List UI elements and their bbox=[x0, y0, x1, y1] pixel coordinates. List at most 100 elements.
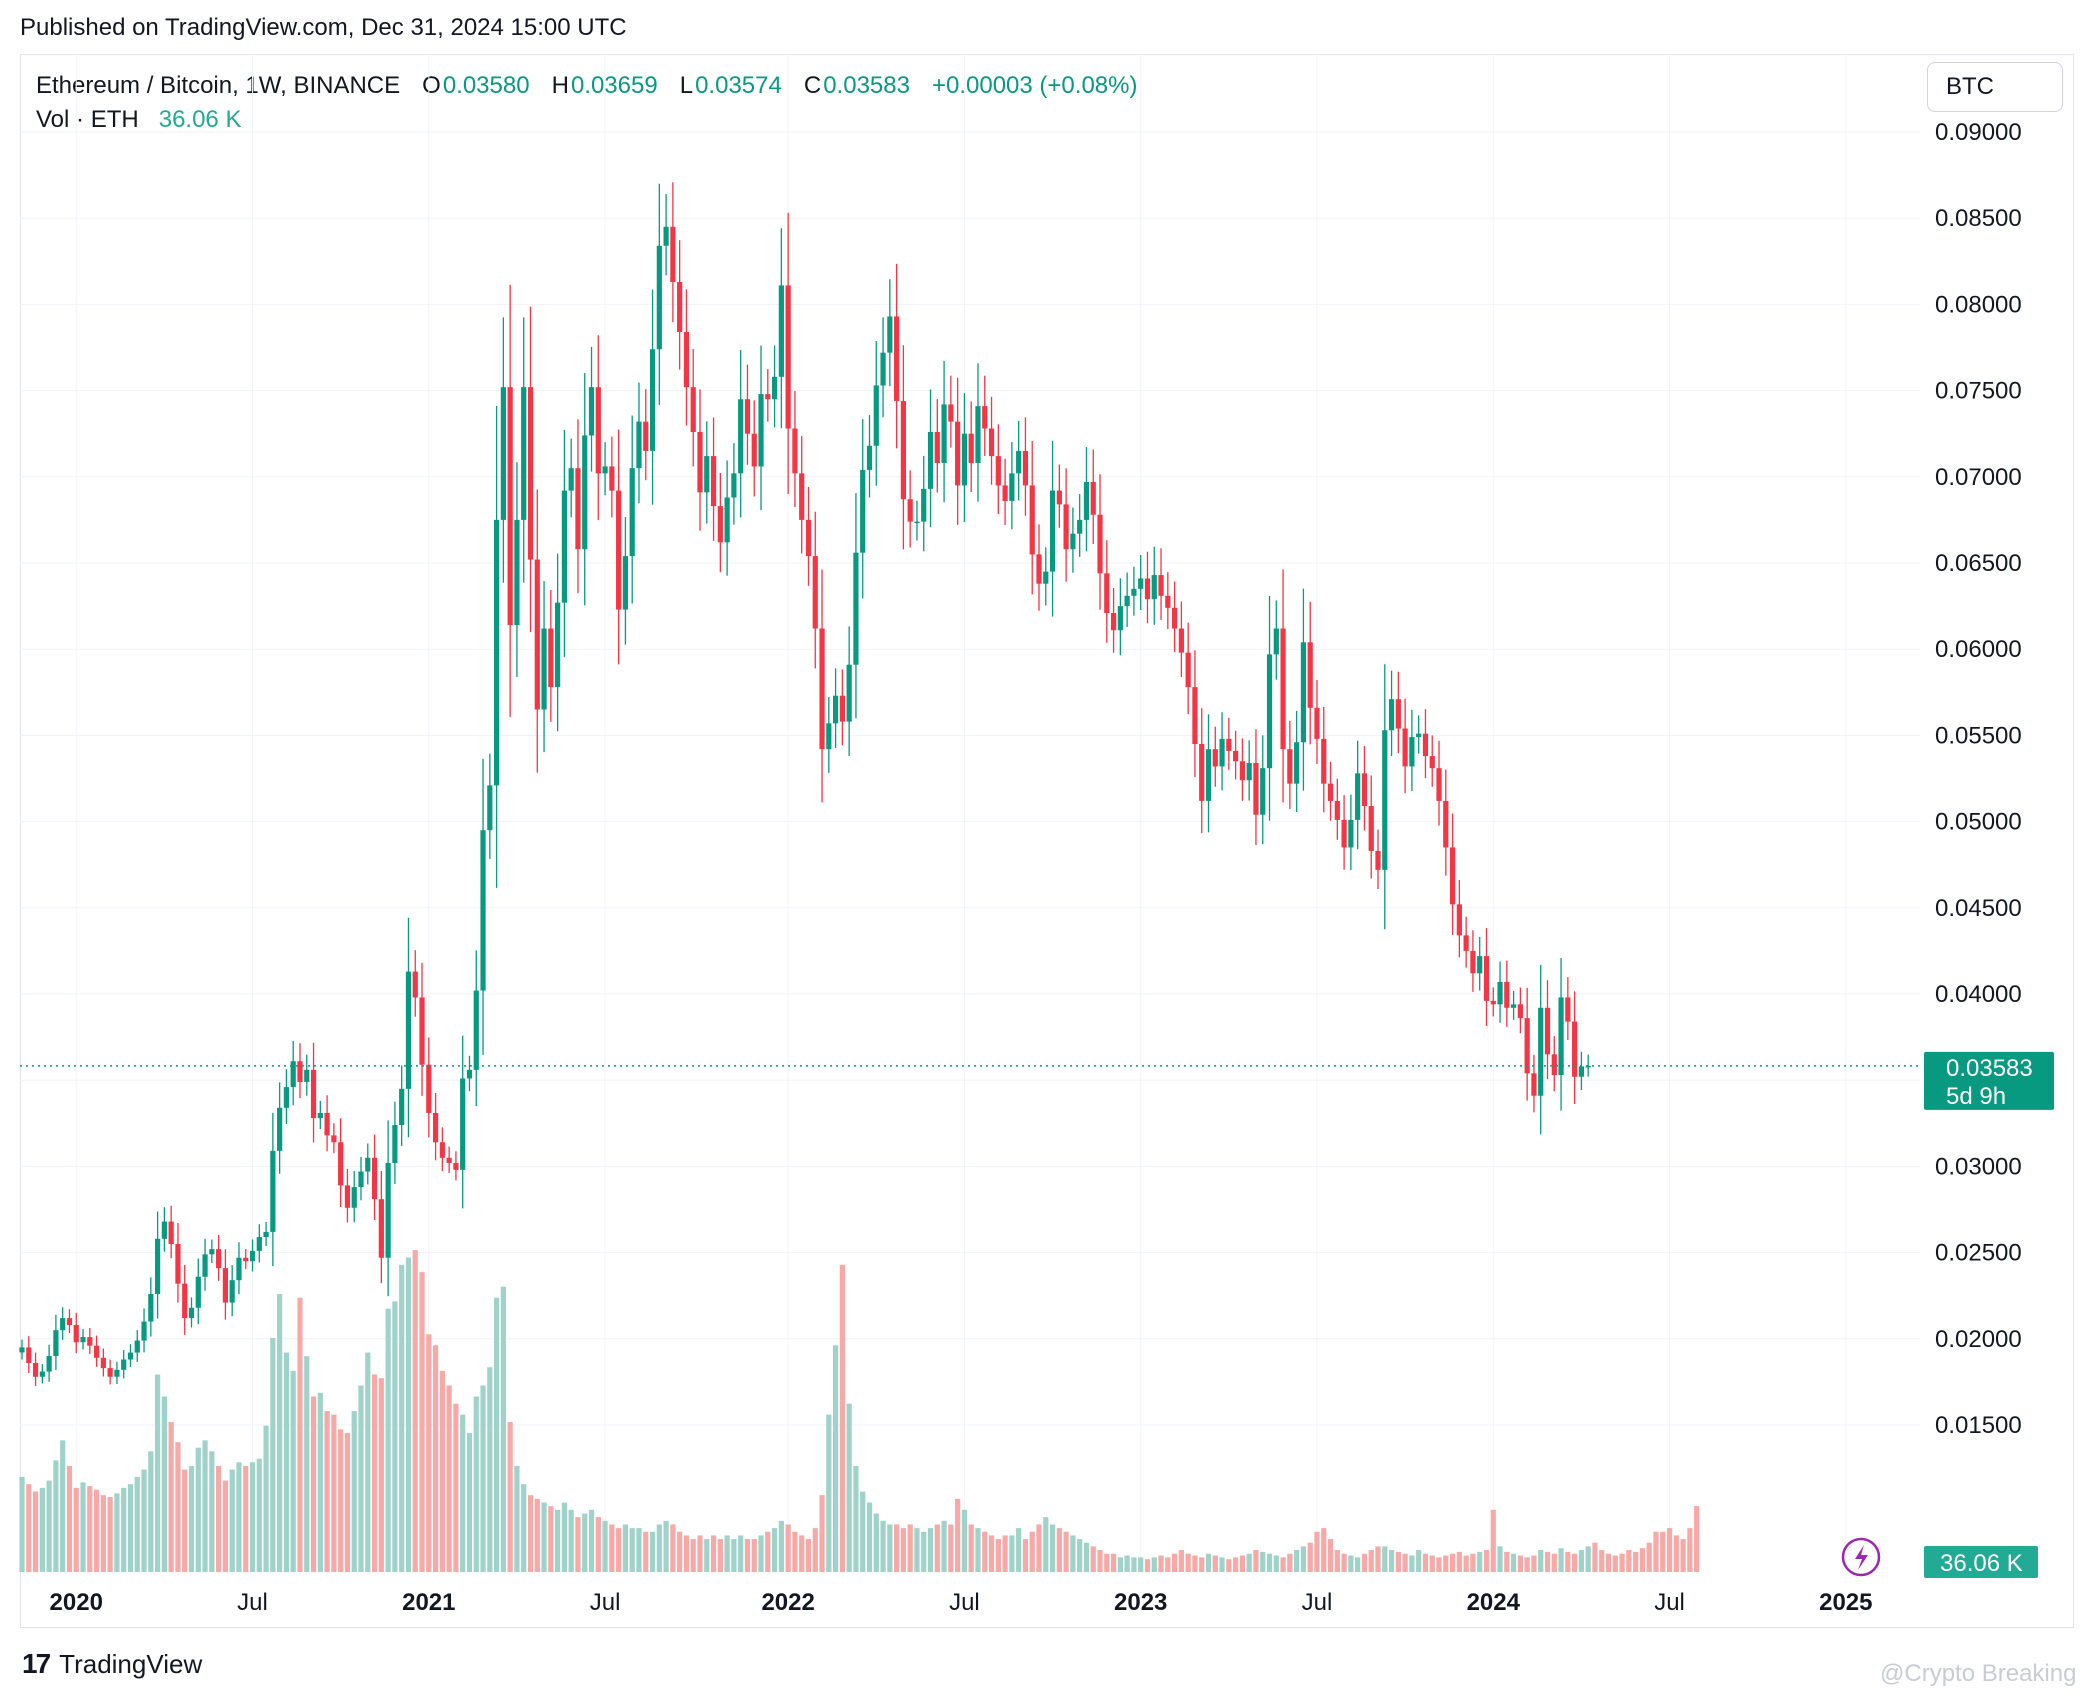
volume-bar bbox=[1483, 1550, 1490, 1572]
candle bbox=[1056, 464, 1062, 528]
candle bbox=[93, 1335, 100, 1367]
volume-bar bbox=[1097, 1550, 1103, 1572]
volume-bar bbox=[1300, 1546, 1307, 1572]
volume-bar bbox=[317, 1392, 323, 1572]
volume-bar bbox=[1151, 1557, 1157, 1572]
volume-bar bbox=[1470, 1553, 1476, 1572]
volume-bar bbox=[860, 1491, 866, 1572]
volume-bar bbox=[371, 1374, 378, 1572]
candle bbox=[1517, 987, 1523, 1034]
candle bbox=[907, 470, 913, 548]
candle bbox=[1158, 548, 1164, 620]
volume-bar bbox=[439, 1370, 445, 1572]
volume-bar bbox=[975, 1528, 981, 1572]
volume-bar bbox=[1524, 1557, 1530, 1572]
volume-bar bbox=[833, 1345, 839, 1572]
candle bbox=[934, 399, 940, 493]
candle bbox=[710, 417, 717, 541]
volume-bar bbox=[1382, 1546, 1388, 1572]
symbol-title[interactable]: Ethereum / Bitcoin, 1W, BINANCE bbox=[36, 72, 401, 99]
volume-bar bbox=[1138, 1557, 1144, 1572]
candle bbox=[392, 1101, 398, 1184]
volume-bar bbox=[792, 1531, 798, 1572]
x-tick-label: Jul bbox=[590, 1589, 621, 1616]
volume-bar bbox=[1009, 1535, 1015, 1572]
candle bbox=[426, 1037, 432, 1138]
volume-bar bbox=[968, 1524, 974, 1572]
candle bbox=[1022, 417, 1029, 516]
volume-bar bbox=[1165, 1557, 1171, 1572]
candle bbox=[107, 1359, 113, 1385]
volume-bar bbox=[880, 1520, 886, 1572]
candle bbox=[588, 346, 595, 472]
volume-bar bbox=[1558, 1548, 1564, 1572]
volume-bar bbox=[982, 1531, 988, 1572]
candle bbox=[1463, 916, 1469, 968]
volume-bar bbox=[487, 1367, 493, 1572]
candle bbox=[53, 1314, 59, 1370]
candle bbox=[243, 1248, 249, 1270]
candle bbox=[371, 1134, 378, 1221]
candle bbox=[853, 493, 859, 719]
volume-bar bbox=[161, 1396, 167, 1572]
volume-bar bbox=[73, 1487, 79, 1572]
volume-bar bbox=[310, 1396, 317, 1572]
volume-bar bbox=[412, 1250, 418, 1572]
candle bbox=[1097, 474, 1103, 610]
volume-bar bbox=[385, 1308, 391, 1572]
candle bbox=[616, 429, 622, 665]
volume-bar bbox=[1538, 1550, 1544, 1572]
volume-bar bbox=[460, 1414, 466, 1572]
volume-bar bbox=[229, 1469, 235, 1572]
candle bbox=[1307, 601, 1313, 745]
candle bbox=[1544, 980, 1551, 1080]
volume-bar bbox=[188, 1465, 195, 1572]
candle bbox=[1361, 746, 1368, 831]
volume-bar bbox=[216, 1465, 222, 1572]
candle bbox=[412, 950, 418, 1017]
candle bbox=[819, 569, 825, 803]
candle bbox=[358, 1156, 364, 1201]
volume-bar bbox=[1253, 1550, 1259, 1572]
candle bbox=[894, 263, 900, 449]
currency-button[interactable]: BTC bbox=[1927, 62, 2063, 112]
volume-bar bbox=[1436, 1557, 1442, 1572]
volume-bar bbox=[948, 1524, 954, 1572]
candle bbox=[1511, 990, 1517, 1020]
volume-bar bbox=[1266, 1553, 1273, 1572]
candle bbox=[1110, 588, 1117, 653]
y-tick-label: 0.03000 bbox=[1935, 1153, 2022, 1180]
volume-bar bbox=[751, 1539, 757, 1572]
volume-bar bbox=[93, 1489, 100, 1572]
volume-bar bbox=[609, 1524, 615, 1572]
volume-bar bbox=[494, 1297, 500, 1572]
close-value: 0.03583 bbox=[823, 72, 910, 99]
lightning-icon[interactable] bbox=[1841, 1537, 1881, 1577]
volume-bar bbox=[1368, 1550, 1374, 1572]
candle bbox=[494, 406, 500, 888]
candle bbox=[60, 1307, 66, 1340]
candle bbox=[629, 415, 635, 604]
y-tick-label: 0.05500 bbox=[1935, 722, 2022, 749]
volume-bar bbox=[365, 1352, 371, 1572]
candle bbox=[399, 1065, 405, 1147]
watermark: @Crypto Breaking bbox=[1880, 1660, 2077, 1687]
candle bbox=[609, 436, 615, 518]
volume-bar bbox=[1260, 1551, 1266, 1572]
y-tick-label: 0.05000 bbox=[1935, 809, 2022, 836]
y-tick-label: 0.07500 bbox=[1935, 378, 2022, 405]
volume-bar bbox=[670, 1524, 676, 1572]
volume-bar bbox=[19, 1476, 25, 1572]
candle bbox=[1233, 730, 1239, 780]
volume-bar bbox=[1029, 1531, 1035, 1572]
candle bbox=[785, 212, 791, 494]
volume-bar bbox=[141, 1469, 147, 1572]
volume-bar bbox=[1307, 1542, 1313, 1572]
volume-bar bbox=[1056, 1528, 1062, 1572]
volume-bar bbox=[1124, 1555, 1130, 1572]
volume-bar bbox=[1131, 1557, 1137, 1572]
volume-bar bbox=[643, 1531, 649, 1572]
candle bbox=[365, 1143, 371, 1185]
volume-bar bbox=[60, 1440, 66, 1572]
